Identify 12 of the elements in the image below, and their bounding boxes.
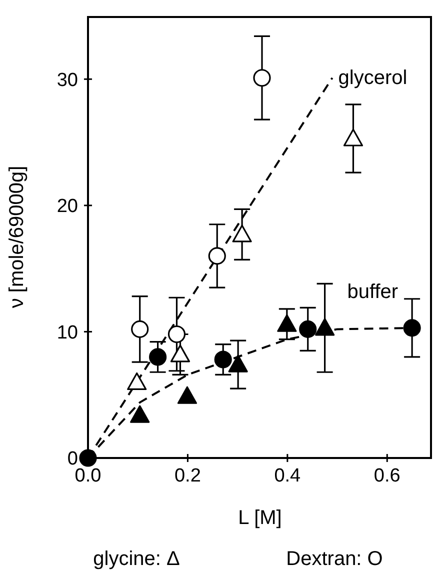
x-tick-label: 0.6 — [374, 465, 400, 486]
y-tick-label: 30 — [56, 70, 78, 91]
y-tick-label: 10 — [56, 322, 78, 344]
series-label: buffer — [347, 280, 398, 303]
x-axis-title: L [M] — [238, 507, 282, 529]
text: Dextran: O — [286, 548, 383, 571]
y-tick-label: 20 — [56, 196, 78, 218]
y-axis-title: ν [mole/69000g] — [6, 166, 28, 308]
x-tick-label: 0.4 — [274, 465, 302, 486]
series-label: glycerol — [338, 66, 408, 89]
x-tick-label: 0.2 — [174, 465, 201, 486]
text: glycine: Δ — [93, 548, 180, 571]
